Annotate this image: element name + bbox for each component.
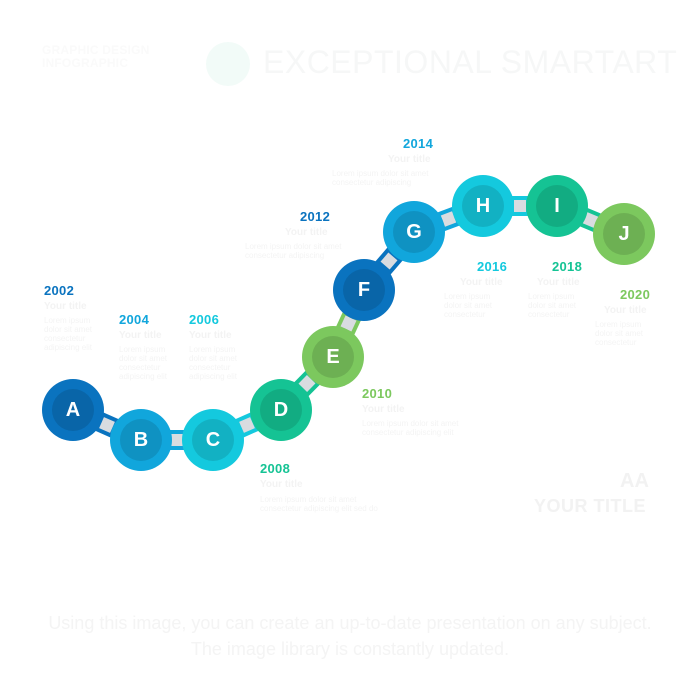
step-letter: H [475, 195, 491, 217]
step-inner-circle [393, 211, 435, 253]
step-circle-e: E [302, 326, 364, 388]
footer-text: Using this image, you can create an up-t… [48, 613, 652, 659]
step-letter: J [618, 223, 630, 245]
step-subtitle-g: Your title [388, 154, 431, 165]
step-circle-f: F [333, 259, 395, 321]
step-letter: A [65, 399, 81, 421]
step-year-i: 2018 [552, 259, 583, 274]
step-inner-circle [343, 269, 385, 311]
step-circle-i: I [526, 175, 588, 237]
step-year-b: 2004 [119, 312, 150, 327]
connector-arrow-icon [440, 211, 457, 227]
step-inner-circle [603, 213, 645, 255]
step-description-e: Lorem ipsum dolor sit amet consectetur a… [362, 419, 459, 437]
step-inner-circle [260, 389, 302, 431]
step-description-f: Lorem ipsum dolor sit amet consectetur a… [245, 242, 342, 260]
brand-subtitle: GRAPHIC DESIGN INFOGRAPHIC [42, 43, 150, 70]
step-letter: C [205, 429, 221, 451]
step-description-a: Lorem ipsum dolor sit amet consectetur a… [44, 316, 93, 352]
step-subtitle-e: Your title [362, 404, 405, 415]
step-letter: G [406, 221, 422, 243]
section-title: YOUR TITLE [534, 496, 646, 516]
step-description-g: Lorem ipsum dolor sit amet consectetur a… [332, 169, 429, 187]
step-circle-h: H [452, 175, 514, 237]
step-circle-g: G [383, 201, 445, 263]
step-inner-circle [192, 419, 234, 461]
step-description-i: Lorem ipsum dolor sit amet consectetur [528, 292, 577, 319]
step-year-a: 2002 [44, 283, 75, 298]
step-description-d: Lorem ipsum dolor sit amet consectetur a… [260, 495, 378, 513]
connector-arrow-icon [380, 252, 398, 270]
step-circle-d: D [250, 379, 312, 441]
step-letter: E [326, 346, 340, 368]
title-badge: AA [620, 470, 649, 492]
step-letter: F [357, 279, 371, 301]
step-circle-c: C [182, 409, 244, 471]
connector-arrow-icon [239, 417, 255, 433]
step-description-c: Lorem ipsum dolor sit amet consectetur a… [189, 345, 238, 381]
step-subtitle-d: Your title [260, 479, 303, 490]
step-description-j: Lorem ipsum dolor sit amet consectetur [595, 320, 644, 347]
step-inner-circle [120, 419, 162, 461]
step-circle-j: J [593, 203, 655, 265]
step-inner-circle [536, 185, 578, 227]
step-letter: D [273, 399, 289, 421]
step-year-g: 2014 [403, 136, 434, 151]
connector-arrow-icon [171, 434, 183, 446]
step-circle-a: A [42, 379, 104, 441]
step-subtitle-h: Your title [460, 277, 503, 288]
step-year-d: 2008 [260, 461, 291, 476]
step-year-h: 2016 [477, 259, 508, 274]
brand-logo-icon [206, 42, 250, 86]
step-inner-circle [462, 185, 504, 227]
step-subtitle-f: Your title [285, 227, 328, 238]
step-subtitle-j: Your title [604, 305, 647, 316]
step-subtitle-a: Your title [44, 301, 87, 312]
step-subtitle-i: Your title [537, 277, 580, 288]
step-letter: B [133, 429, 149, 451]
step-subtitle-c: Your title [189, 330, 232, 341]
page-title: EXCEPTIONAL SMARTART [263, 44, 678, 80]
step-description-h: Lorem ipsum dolor sit amet consectetur [444, 292, 493, 319]
step-subtitle-b: Your title [119, 330, 162, 341]
step-inner-circle [52, 389, 94, 431]
step-circle-b: B [110, 409, 172, 471]
step-year-e: 2010 [362, 386, 393, 401]
step-year-j: 2020 [620, 287, 651, 302]
step-description-b: Lorem ipsum dolor sit amet consectetur a… [119, 345, 168, 381]
step-year-c: 2006 [189, 312, 220, 327]
step-year-f: 2012 [300, 209, 331, 224]
step-letter: I [554, 195, 560, 217]
connector-arrow-icon [514, 200, 526, 212]
step-inner-circle [312, 336, 354, 378]
